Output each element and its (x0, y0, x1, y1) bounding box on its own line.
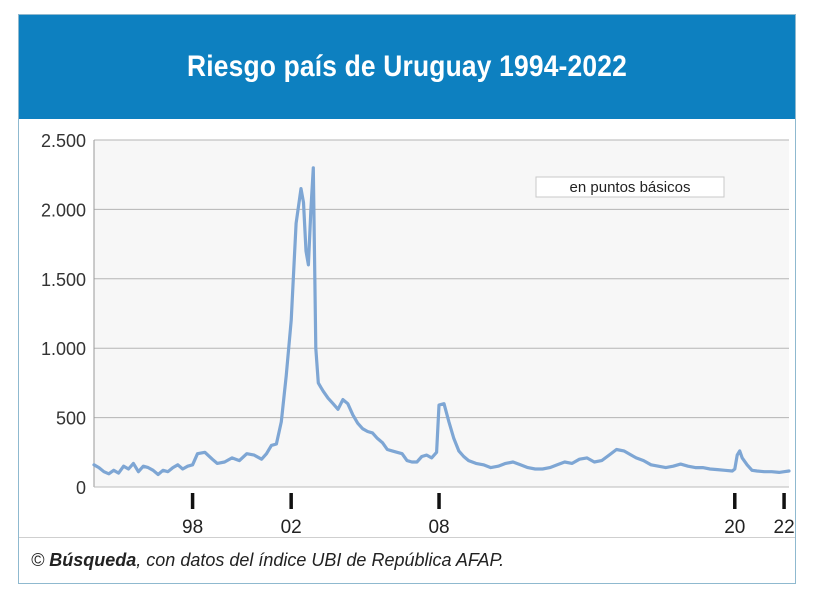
header-bar: Riesgo país de Uruguay 1994-2022 (19, 15, 795, 119)
unit-annotation: en puntos básicos (570, 179, 691, 196)
chart-frame: Riesgo país de Uruguay 1994-2022 0 500 1.0… (18, 14, 796, 584)
x-tick-label: 22 (774, 517, 795, 538)
source-brand: Búsqueda (49, 550, 137, 570)
source-text: , con datos del índice UBI de República … (136, 550, 505, 570)
source-note: © Búsqueda, con datos del índice UBI de … (31, 550, 504, 571)
series-line (92, 166, 791, 477)
x-tick-label: 02 (281, 517, 302, 538)
y-tick-label: 500 (56, 409, 86, 429)
y-tick-label: 2.000 (41, 200, 86, 220)
y-tick-label: 2.500 (41, 131, 86, 151)
x-tick-label: 20 (724, 517, 745, 538)
y-tick-label: 0 (76, 478, 86, 498)
line-chart: 0 500 1.000 1.500 2.000 2.500 98 02 08 20 22 en pun… (41, 131, 795, 538)
unit-annotation-box (535, 176, 725, 198)
plot-background (94, 140, 789, 487)
y-tick-label: 1.000 (41, 339, 86, 359)
x-tick-label: 98 (182, 517, 203, 538)
chart-area: 0 500 1.000 1.500 2.000 2.500 98 02 08 20 22 en pun… (31, 131, 795, 543)
y-tick-label: 1.500 (41, 270, 86, 290)
page-title: Riesgo país de Uruguay 1994-2022 (187, 50, 627, 83)
x-tick-label: 08 (428, 517, 449, 538)
copyright-symbol: © (31, 550, 45, 570)
footer: © Búsqueda, con datos del índice UBI de … (19, 537, 795, 584)
